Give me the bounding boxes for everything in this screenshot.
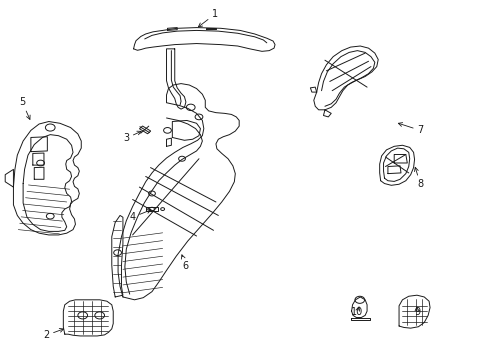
Text: 3: 3 [123, 131, 141, 143]
Polygon shape [112, 215, 123, 297]
Text: 1: 1 [198, 9, 218, 27]
Text: 5: 5 [19, 97, 30, 120]
Polygon shape [380, 145, 415, 185]
Polygon shape [167, 49, 186, 109]
Text: 9: 9 [414, 307, 420, 317]
Polygon shape [13, 122, 81, 235]
Text: 6: 6 [181, 255, 189, 271]
Text: 10: 10 [351, 307, 364, 317]
Polygon shape [352, 297, 367, 318]
FancyBboxPatch shape [140, 126, 151, 134]
Polygon shape [134, 28, 275, 51]
Polygon shape [118, 84, 239, 300]
Polygon shape [399, 295, 430, 328]
Polygon shape [63, 300, 113, 336]
Text: 2: 2 [43, 328, 64, 340]
Polygon shape [314, 46, 378, 110]
Text: 4: 4 [129, 210, 151, 222]
Text: 8: 8 [415, 167, 423, 189]
FancyBboxPatch shape [146, 207, 158, 211]
Text: 7: 7 [398, 123, 423, 135]
